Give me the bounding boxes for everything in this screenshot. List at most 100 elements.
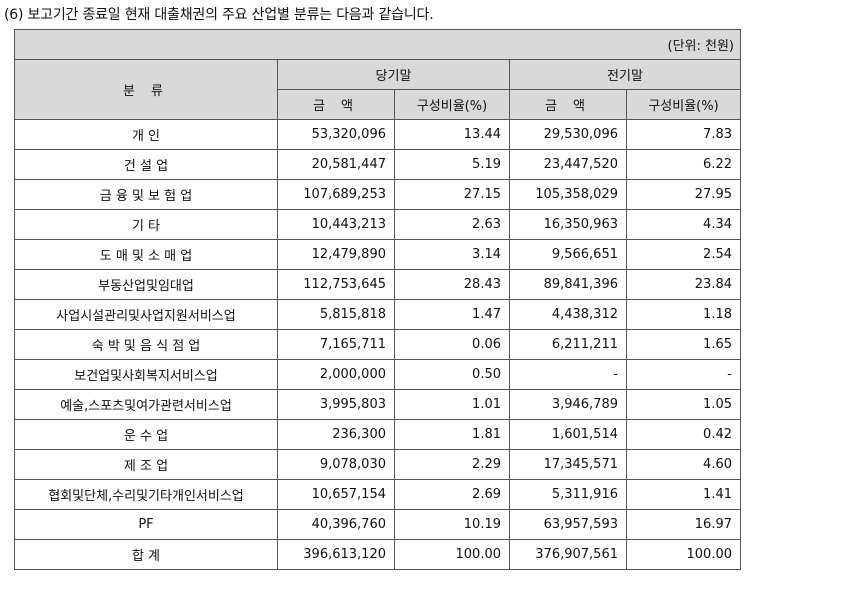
prior-amount-cell: 23,447,520 (509, 149, 627, 180)
current-ratio-cell: 100.00 (394, 539, 510, 570)
current-period-header: 당기말 (277, 59, 510, 90)
current-ratio-cell: 5.19 (394, 149, 510, 180)
category-cell: 건 설 업 (14, 149, 278, 180)
current-ratio-cell: 0.06 (394, 329, 510, 360)
table-row: 건 설 업 20,581,447 5.19 23,447,520 6.22 (14, 149, 741, 180)
current-ratio-cell: 13.44 (394, 119, 510, 150)
prior-ratio-header: 구성비율(%) (626, 89, 741, 120)
prior-ratio-cell: 0.42 (626, 419, 741, 450)
page-title: (6) 보고기간 종료일 현재 대출채권의 주요 산업별 분류는 다음과 같습니… (4, 7, 434, 23)
current-amount-cell: 40,396,760 (277, 509, 395, 540)
current-amount-cell: 12,479,890 (277, 239, 395, 270)
prior-ratio-cell: 23.84 (626, 269, 741, 300)
prior-ratio-cell: 4.60 (626, 449, 741, 480)
category-cell: 사업시설관리및사업지원서비스업 (14, 299, 278, 330)
current-amount-cell: 9,078,030 (277, 449, 395, 480)
current-amount-cell: 5,815,818 (277, 299, 395, 330)
current-ratio-cell: 2.63 (394, 209, 510, 240)
current-ratio-cell: 1.81 (394, 419, 510, 450)
current-ratio-cell: 0.50 (394, 359, 510, 390)
prior-amount-header: 금 액 (509, 89, 627, 120)
prior-ratio-cell: - (626, 359, 741, 390)
current-amount-cell: 10,443,213 (277, 209, 395, 240)
category-cell: 숙 박 및 음 식 점 업 (14, 329, 278, 360)
category-cell: PF (14, 509, 278, 540)
table-row: 운 수 업 236,300 1.81 1,601,514 0.42 (14, 419, 741, 450)
prior-amount-header-text: 금 액 (544, 99, 592, 114)
category-cell: 부동산업및임대업 (14, 269, 278, 300)
table-row: 기 타 10,443,213 2.63 16,350,963 4.34 (14, 209, 741, 240)
table-row: PF 40,396,760 10.19 63,957,593 16.97 (14, 509, 741, 540)
category-cell: 기 타 (14, 209, 278, 240)
prior-ratio-cell: 27.95 (626, 179, 741, 210)
current-ratio-cell: 3.14 (394, 239, 510, 270)
prior-amount-cell: 1,601,514 (509, 419, 627, 450)
prior-ratio-cell: 7.83 (626, 119, 741, 150)
current-amount-header-text: 금 액 (312, 99, 360, 114)
prior-amount-cell: 9,566,651 (509, 239, 627, 270)
prior-ratio-cell: 1.65 (626, 329, 741, 360)
table-row: 사업시설관리및사업지원서비스업 5,815,818 1.47 4,438,312 1.1… (14, 299, 741, 330)
current-ratio-cell: 28.43 (394, 269, 510, 300)
prior-amount-cell: 16,350,963 (509, 209, 627, 240)
table-row: 도 매 및 소 매 업 12,479,890 3.14 9,566,651 2.54 (14, 239, 741, 270)
prior-amount-cell: 376,907,561 (509, 539, 627, 570)
current-amount-cell: 112,753,645 (277, 269, 395, 300)
table-row: 숙 박 및 음 식 점 업 7,165,711 0.06 6,211,211 1.65 (14, 329, 741, 360)
category-cell: 보건업및사회복지서비스업 (14, 359, 278, 390)
current-amount-cell: 3,995,803 (277, 389, 395, 420)
prior-ratio-cell: 6.22 (626, 149, 741, 180)
current-ratio-header: 구성비율(%) (394, 89, 510, 120)
prior-amount-cell: - (509, 359, 627, 390)
category-cell: 개 인 (14, 119, 278, 150)
current-amount-cell: 2,000,000 (277, 359, 395, 390)
category-cell: 제 조 업 (14, 449, 278, 480)
prior-ratio-cell: 2.54 (626, 239, 741, 270)
prior-amount-cell: 3,946,789 (509, 389, 627, 420)
prior-amount-cell: 4,438,312 (509, 299, 627, 330)
category-cell: 도 매 및 소 매 업 (14, 239, 278, 270)
current-ratio-cell: 1.01 (394, 389, 510, 420)
table-row: 개 인 53,320,096 13.44 29,530,096 7.83 (14, 119, 741, 150)
category-header-text: 분 류 (122, 84, 170, 99)
current-amount-header: 금 액 (277, 89, 395, 120)
prior-amount-cell: 89,841,396 (509, 269, 627, 300)
prior-amount-cell: 105,358,029 (509, 179, 627, 210)
category-header: 분 류 (14, 59, 278, 120)
prior-ratio-cell: 100.00 (626, 539, 741, 570)
table-body: 개 인 53,320,096 13.44 29,530,096 7.83 건 설 업 20,… (14, 119, 741, 570)
table-row: 예술,스포츠및여가관련서비스업 3,995,803 1.01 3,946,789 1.0… (14, 389, 741, 420)
prior-ratio-cell: 1.05 (626, 389, 741, 420)
prior-amount-cell: 63,957,593 (509, 509, 627, 540)
prior-amount-cell: 17,345,571 (509, 449, 627, 480)
current-amount-cell: 53,320,096 (277, 119, 395, 150)
category-cell: 예술,스포츠및여가관련서비스업 (14, 389, 278, 420)
table-row: 협회및단체,수리및기타개인서비스업 10,657,154 2.69 5,311,916… (14, 479, 741, 510)
current-amount-cell: 20,581,447 (277, 149, 395, 180)
current-ratio-cell: 27.15 (394, 179, 510, 210)
current-amount-cell: 7,165,711 (277, 329, 395, 360)
table-row: 합 계 396,613,120 100.00 376,907,561 100.00 (14, 539, 741, 570)
category-cell: 합 계 (14, 539, 278, 570)
table-row: 금 융 및 보 험 업 107,689,253 27.15 105,358,029 27… (14, 179, 741, 210)
category-cell: 협회및단체,수리및기타개인서비스업 (14, 479, 278, 510)
table-row: 제 조 업 9,078,030 2.29 17,345,571 4.60 (14, 449, 741, 480)
unit-label: (단위: 천원) (14, 29, 741, 60)
current-ratio-cell: 1.47 (394, 299, 510, 330)
current-amount-cell: 236,300 (277, 419, 395, 450)
current-ratio-cell: 2.69 (394, 479, 510, 510)
current-amount-cell: 10,657,154 (277, 479, 395, 510)
current-amount-cell: 107,689,253 (277, 179, 395, 210)
prior-amount-cell: 29,530,096 (509, 119, 627, 150)
prior-ratio-cell: 1.18 (626, 299, 741, 330)
table-row: 보건업및사회복지서비스업 2,000,000 0.50- - (14, 359, 741, 390)
current-amount-cell: 396,613,120 (277, 539, 395, 570)
current-ratio-cell: 10.19 (394, 509, 510, 540)
prior-amount-cell: 6,211,211 (509, 329, 627, 360)
loan-industry-table: (단위: 천원) 분 류 당기말 전기말 금 액 구성비율(%) 금 액 구성비… (14, 29, 741, 570)
current-ratio-cell: 2.29 (394, 449, 510, 480)
prior-ratio-cell: 4.34 (626, 209, 741, 240)
category-cell: 운 수 업 (14, 419, 278, 450)
prior-amount-cell: 5,311,916 (509, 479, 627, 510)
prior-ratio-cell: 1.41 (626, 479, 741, 510)
